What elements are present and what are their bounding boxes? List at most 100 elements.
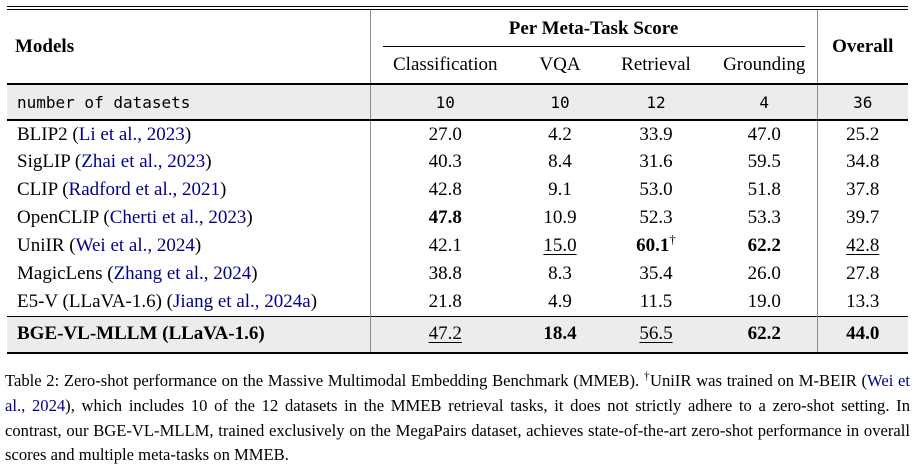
score-cell: 47.2 bbox=[369, 316, 520, 353]
score-cell: 42.8 bbox=[369, 176, 520, 204]
score-cell: 42.8 bbox=[816, 232, 908, 260]
score-cell: 18.4 bbox=[520, 316, 600, 353]
score-value: 19.0 bbox=[747, 290, 781, 312]
column-header-models: Models bbox=[15, 35, 75, 57]
score-value: 26.0 bbox=[747, 263, 781, 284]
score-value: 59.5 bbox=[747, 151, 781, 172]
score-cell: 53.3 bbox=[712, 204, 817, 232]
score-cell: 25.2 bbox=[816, 120, 908, 148]
score-cell: 27.8 bbox=[816, 260, 908, 288]
score-cell: 56.5 bbox=[600, 316, 712, 353]
score-value: 4.2 bbox=[548, 123, 572, 145]
baseline-rows-section: BLIP2 (Li et al., 2023) 27.0 4.2 33.9 47.0 25… bbox=[7, 120, 908, 316]
model-name: UniIR (Wei et al., 2024) bbox=[7, 232, 370, 260]
citation-link[interactable]: Jiang et al., 2024a bbox=[173, 290, 311, 312]
score-cell: 26.0 bbox=[712, 260, 817, 288]
model-name-text: ) bbox=[219, 179, 227, 200]
model-name-text: ) bbox=[194, 235, 202, 256]
highlight-row-section: BGE-VL-MLLM (LLaVA-1.6) 47.2 18.4 56.5 62.2 4… bbox=[7, 316, 908, 353]
citation-link[interactable]: Zhai et al., 2023 bbox=[81, 151, 206, 172]
table-row: MagicLens (Zhang et al., 2024) 38.8 8.3 35.… bbox=[7, 260, 908, 288]
score-value: 62.2 bbox=[747, 323, 781, 345]
score-cell: 34.8 bbox=[816, 148, 908, 176]
table-row: CLIP (Radford et al., 2021) 42.8 9.1 53.0 51… bbox=[7, 176, 908, 204]
model-name-text: E5-V (LLaVA-1.6) ( bbox=[17, 290, 174, 312]
score-value: 8.4 bbox=[548, 151, 572, 172]
model-name-text: OpenCLIP ( bbox=[17, 207, 110, 228]
score-value: 62.2 bbox=[747, 235, 781, 256]
group-header-label: Per Meta-Task Score bbox=[508, 17, 679, 39]
score-cell: 11.5 bbox=[600, 288, 712, 316]
model-name-text: UniIR ( bbox=[17, 235, 76, 256]
score-value: 60.1 bbox=[636, 235, 670, 256]
score-value: 9.1 bbox=[548, 179, 572, 200]
datasets-count-classification: 10 bbox=[369, 84, 520, 120]
score-cell: 39.7 bbox=[816, 204, 908, 232]
model-name-text: CLIP ( bbox=[17, 179, 69, 200]
score-value: 42.8 bbox=[846, 235, 880, 256]
score-cell: 8.3 bbox=[520, 260, 600, 288]
citation-link[interactable]: Wei et al., 2024 bbox=[75, 235, 195, 256]
score-cell: 13.3 bbox=[816, 288, 908, 316]
datasets-count-vqa: 10 bbox=[550, 92, 570, 112]
column-group-per-meta-task-score: Per Meta-Task Score bbox=[369, 8, 817, 47]
model-name: CLIP (Radford et al., 2021) bbox=[7, 176, 370, 204]
citation-link[interactable]: Wei et al., 2024 bbox=[5, 371, 911, 415]
datasets-count-grounding: 4 bbox=[759, 92, 770, 112]
model-name-text: ) bbox=[251, 263, 258, 284]
model-name: BLIP2 (Li et al., 2023) bbox=[7, 120, 370, 148]
score-cell: 27.0 bbox=[369, 120, 520, 148]
dagger-footnote-mark: † bbox=[669, 231, 676, 247]
model-name-text: ) bbox=[310, 290, 318, 312]
highlight-row: BGE-VL-MLLM (LLaVA-1.6) 47.2 18.4 56.5 62.2 4… bbox=[7, 316, 908, 353]
score-value: 51.8 bbox=[747, 179, 781, 200]
column-header-retrieval: Retrieval bbox=[621, 54, 691, 75]
score-cell: 4.2 bbox=[520, 120, 600, 148]
caption-text: Table 2: Zero-shot performance on the Ma… bbox=[5, 371, 644, 390]
score-value: 35.4 bbox=[639, 263, 673, 284]
score-value: 11.5 bbox=[639, 290, 673, 312]
score-value: 53.3 bbox=[747, 207, 781, 228]
score-value: 27.8 bbox=[846, 263, 880, 284]
score-cell: 37.8 bbox=[816, 176, 908, 204]
datasets-count-overall: 36 bbox=[816, 84, 908, 120]
score-cell: 10.9 bbox=[520, 204, 600, 232]
score-value: 44.0 bbox=[846, 323, 880, 345]
score-value: 52.3 bbox=[639, 207, 673, 228]
model-name-text: SigLIP ( bbox=[17, 151, 82, 172]
group-header-midrule bbox=[382, 46, 805, 47]
column-header-overall: Overall bbox=[816, 8, 908, 84]
citation-link[interactable]: Li et al., 2023 bbox=[78, 123, 185, 145]
score-value: 42.8 bbox=[428, 179, 462, 200]
caption-text: UniIR was trained on M-BEIR ( bbox=[650, 371, 868, 390]
table-row: SigLIP (Zhai et al., 2023) 40.3 8.4 31.6 59.… bbox=[7, 148, 908, 176]
score-value: 25.2 bbox=[846, 123, 880, 145]
score-cell: 35.4 bbox=[600, 260, 712, 288]
citation-link[interactable]: Radford et al., 2021 bbox=[68, 179, 220, 200]
score-value: 47.2 bbox=[428, 323, 462, 345]
citation-link[interactable]: Cherti et al., 2023 bbox=[109, 207, 247, 228]
model-name: BGE-VL-MLLM (LLaVA-1.6) bbox=[7, 316, 370, 353]
score-cell: 44.0 bbox=[816, 316, 908, 353]
score-cell: 33.9 bbox=[600, 120, 712, 148]
column-header-vqa: VQA bbox=[539, 54, 581, 75]
score-cell: 62.2 bbox=[712, 316, 817, 353]
score-cell: 8.4 bbox=[520, 148, 600, 176]
score-value: 47.0 bbox=[747, 123, 781, 145]
table-row: OpenCLIP (Cherti et al., 2023) 47.8 10.9 52… bbox=[7, 204, 908, 232]
table-row: BLIP2 (Li et al., 2023) 27.0 4.2 33.9 47.0 25… bbox=[7, 120, 908, 148]
score-value: 10.9 bbox=[543, 207, 577, 228]
datasets-count-section: number of datasets 10 10 12 4 36 bbox=[7, 84, 908, 120]
column-header-classification: Classification bbox=[369, 47, 520, 84]
score-cell: 42.1 bbox=[369, 232, 520, 260]
table-header: Models Per Meta-Task Score Overall Class… bbox=[7, 8, 908, 84]
score-value: 37.8 bbox=[846, 179, 880, 200]
model-name: OpenCLIP (Cherti et al., 2023) bbox=[7, 204, 370, 232]
score-cell: 15.0 bbox=[520, 232, 600, 260]
citation-link[interactable]: Zhang et al., 2024 bbox=[113, 263, 252, 284]
score-value: 33.9 bbox=[639, 123, 673, 145]
score-value: 8.3 bbox=[548, 263, 572, 284]
table-row: UniIR (Wei et al., 2024) 42.1 15.0 60.1† 62.… bbox=[7, 232, 908, 260]
caption-text: ), which includes 10 of the 12 datasets … bbox=[5, 395, 910, 465]
score-cell: 60.1† bbox=[600, 232, 712, 260]
